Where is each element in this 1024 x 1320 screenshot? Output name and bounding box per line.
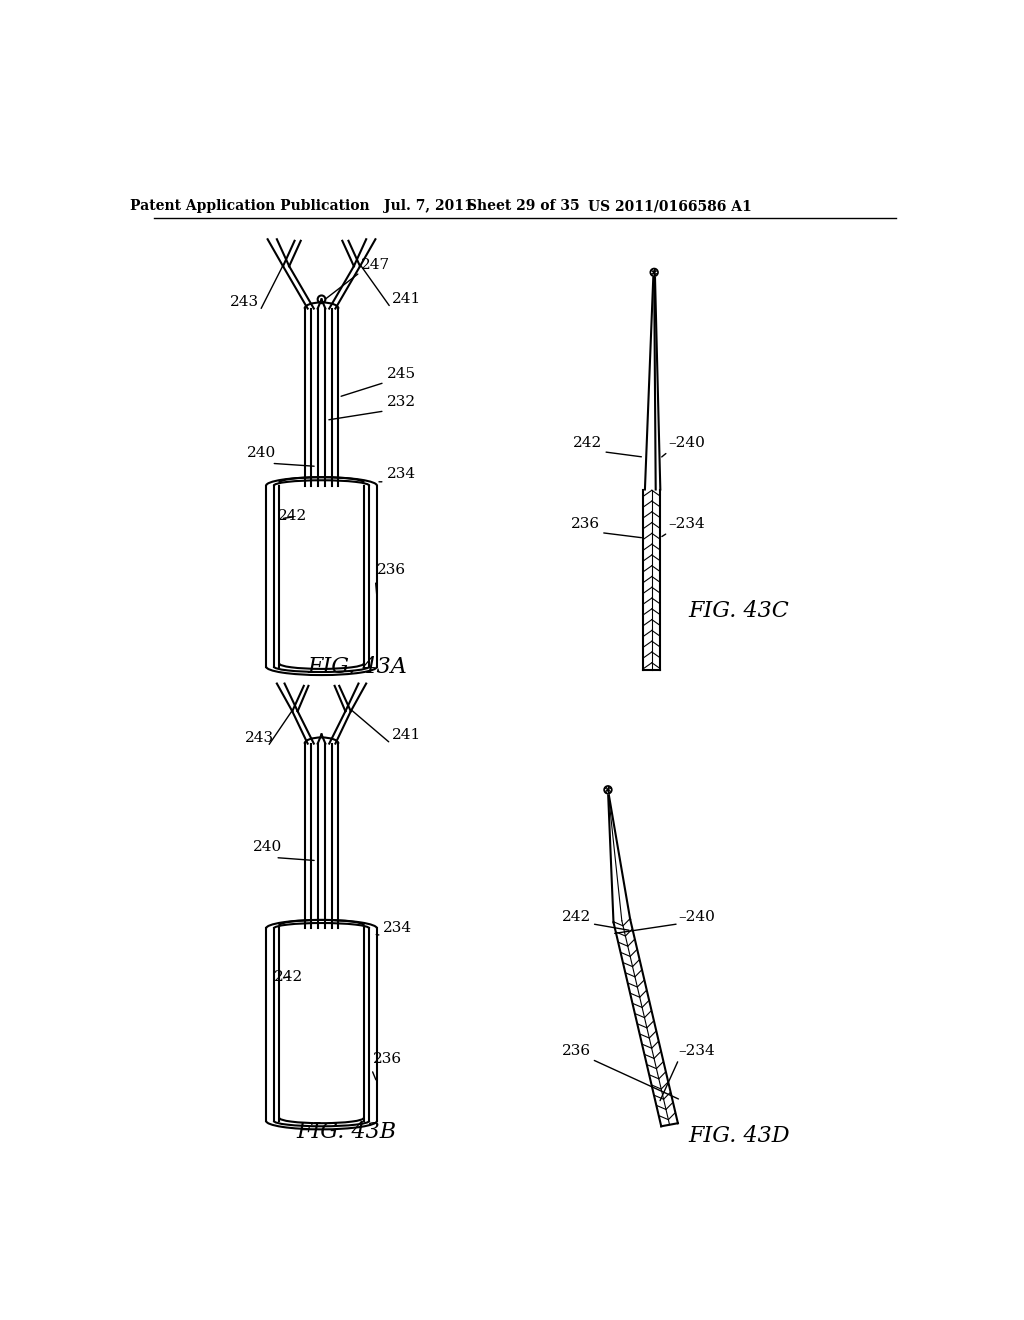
Text: US 2011/0166586 A1: US 2011/0166586 A1 [588,199,752,213]
Text: 242: 242 [278,510,307,523]
Text: 241: 241 [392,729,422,742]
Text: Patent Application Publication: Patent Application Publication [130,199,370,213]
Text: –240: –240 [668,436,705,450]
Text: 240: 240 [247,446,276,461]
Text: 243: 243 [246,731,274,744]
Text: 236: 236 [571,517,600,531]
Circle shape [650,268,658,276]
Text: 232: 232 [387,396,416,409]
Text: FIG. 43C: FIG. 43C [688,599,790,622]
Text: 242: 242 [273,970,303,983]
Text: Jul. 7, 2011: Jul. 7, 2011 [384,199,474,213]
Text: 241: 241 [392,292,422,306]
Text: 236: 236 [373,1052,402,1067]
Text: 242: 242 [573,436,602,450]
Text: 236: 236 [377,564,407,577]
Text: 243: 243 [230,296,259,309]
Text: FIG. 43B: FIG. 43B [296,1121,396,1143]
Text: 240: 240 [253,841,283,854]
Text: 245: 245 [387,367,416,381]
Circle shape [604,785,611,793]
Text: Sheet 29 of 35: Sheet 29 of 35 [467,199,580,213]
Text: 247: 247 [360,257,390,272]
Text: 236: 236 [562,1044,591,1059]
Text: FIG. 43D: FIG. 43D [688,1126,790,1147]
Text: 234: 234 [383,921,413,936]
Text: FIG. 43A: FIG. 43A [308,656,408,677]
Text: –234: –234 [679,1044,716,1059]
Text: 242: 242 [562,909,591,924]
Text: –234: –234 [668,517,705,531]
Text: –240: –240 [679,909,716,924]
Text: 234: 234 [387,467,416,480]
